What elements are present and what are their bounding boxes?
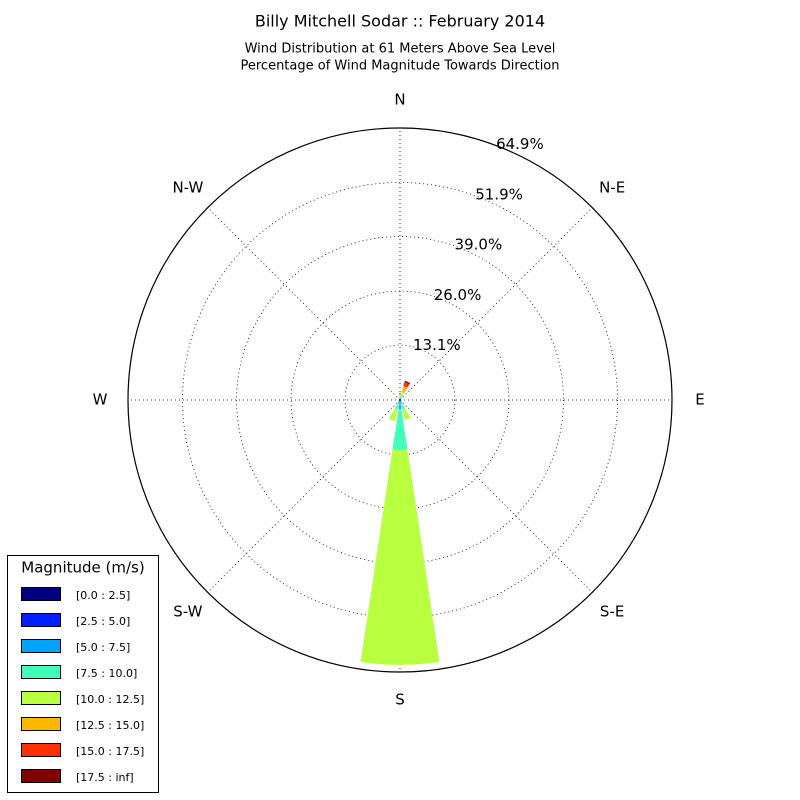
legend-label: [12.5 : 15.0]	[76, 719, 144, 732]
wedge	[398, 402, 402, 410]
legend-label: [2.5 : 5.0]	[76, 615, 130, 628]
r-tick-label: 39.0%	[455, 235, 503, 253]
wedge	[404, 380, 411, 385]
direction-label: N-E	[599, 178, 625, 196]
legend-swatch	[21, 743, 61, 757]
wedge	[398, 400, 400, 402]
direction-label: E	[695, 391, 704, 409]
wedge	[400, 401, 402, 404]
wedge	[400, 398, 401, 400]
r-tick-label: 64.9%	[496, 135, 544, 153]
legend-label: [15.0 : 17.5]	[76, 745, 144, 758]
legend-swatch	[21, 613, 61, 627]
legend-label: [5.0 : 7.5]	[76, 641, 130, 654]
wedge	[392, 409, 408, 450]
direction-label: S-E	[600, 603, 624, 621]
wedge	[400, 395, 403, 398]
outer-ring	[127, 127, 673, 673]
wedge	[401, 386, 408, 394]
direction-label: W	[93, 391, 108, 409]
legend-label: [10.0 : 12.5]	[76, 693, 144, 706]
wedge	[399, 395, 401, 397]
wedge	[388, 408, 398, 422]
direction-label: N-W	[172, 178, 203, 196]
legend-swatch	[21, 639, 61, 653]
direction-label: N	[394, 91, 405, 109]
grid-ring	[182, 182, 618, 618]
legend-swatch	[21, 691, 61, 705]
legend-title: Magnitude (m/s)	[21, 559, 144, 577]
wedge	[360, 449, 440, 665]
wedge	[403, 382, 410, 388]
spoke	[207, 399, 401, 593]
legend-label: [0.0 : 2.5]	[76, 589, 130, 602]
legend-swatch	[21, 717, 61, 731]
spoke	[399, 399, 593, 593]
wedge	[399, 398, 400, 400]
spoke	[399, 207, 593, 401]
grid-ring	[344, 344, 456, 456]
legend-swatch	[21, 769, 61, 783]
wedge	[399, 396, 401, 398]
legend-label: [7.5 : 10.0]	[76, 667, 137, 680]
wedge	[400, 400, 402, 402]
r-tick-label: 13.1%	[413, 336, 461, 354]
r-tick-label: 51.9%	[475, 186, 523, 204]
spoke	[207, 207, 401, 401]
legend-label: [17.5 : inf]	[76, 771, 134, 784]
wedge	[399, 394, 401, 396]
wedge	[400, 400, 403, 403]
wedge	[400, 397, 403, 400]
wedge	[398, 401, 400, 404]
r-tick-label: 26.0%	[434, 286, 482, 304]
wedge	[397, 400, 400, 403]
direction-label: S-W	[173, 603, 202, 621]
direction-label: S	[395, 691, 405, 709]
wedge	[401, 399, 402, 400]
legend-swatch	[21, 665, 61, 679]
legend-swatch	[21, 587, 61, 601]
wedge	[402, 408, 411, 420]
wedge	[398, 397, 400, 399]
wedge	[394, 403, 400, 410]
wedge	[398, 398, 400, 400]
grid-ring	[290, 290, 510, 510]
chart-title: Billy Mitchell Sodar :: February 2014	[255, 12, 545, 31]
wedge	[400, 403, 406, 410]
wedge	[399, 400, 401, 403]
wedge	[400, 397, 402, 399]
wedge	[399, 393, 401, 395]
chart-subtitle: Wind Distribution at 61 Meters Above Sea…	[245, 42, 556, 57]
wedge	[399, 400, 400, 402]
wedge	[401, 392, 405, 397]
wedge	[400, 400, 401, 402]
wedge	[399, 397, 401, 399]
chart-subtitle: Percentage of Wind Magnitude Towards Dir…	[240, 59, 559, 74]
wedge	[400, 398, 402, 400]
